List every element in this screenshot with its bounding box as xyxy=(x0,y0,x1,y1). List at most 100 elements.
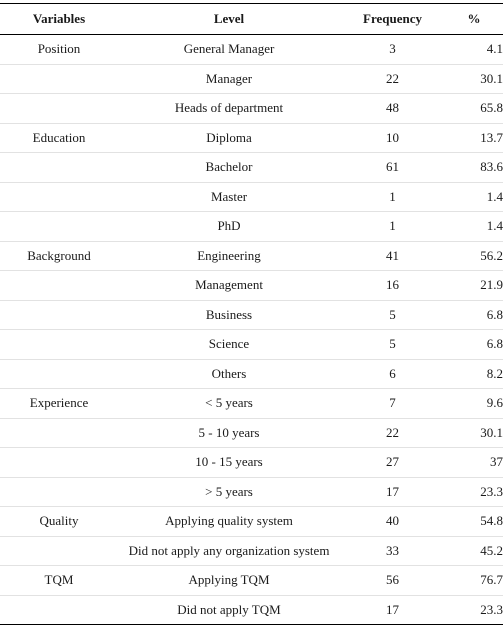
level-cell: Manager xyxy=(118,64,340,94)
level-cell: Others xyxy=(118,359,340,389)
level-cell: Business xyxy=(118,300,340,330)
table-row: Manager 22 30.1 xyxy=(0,64,503,94)
table-row: Heads of department 48 65.8 xyxy=(0,93,503,124)
table-row: Business 5 6.8 xyxy=(0,300,503,330)
variable-cell xyxy=(0,418,118,448)
percent-cell: 21.9 xyxy=(445,270,503,301)
percent-cell: 4.1 xyxy=(445,34,503,65)
percent-cell: 65.8 xyxy=(445,93,503,124)
variable-cell xyxy=(0,477,118,507)
variable-cell xyxy=(0,595,118,625)
table-row: Management 16 21.9 xyxy=(0,270,503,301)
variable-cell xyxy=(0,211,118,242)
variable-cell xyxy=(0,447,118,478)
table-row: Position General Manager 3 4.1 xyxy=(0,34,503,65)
header-percent: % xyxy=(445,3,503,35)
level-cell: 10 - 15 years xyxy=(118,447,340,478)
percent-cell: 83.6 xyxy=(445,152,503,183)
level-cell: Applying quality system xyxy=(118,506,340,537)
table-row: Others 6 8.2 xyxy=(0,359,503,389)
percent-cell: 1.4 xyxy=(445,182,503,212)
header-level: Level xyxy=(118,3,340,35)
frequency-cell: 5 xyxy=(340,329,445,360)
variable-cell xyxy=(0,359,118,389)
percent-cell: 23.3 xyxy=(445,595,503,625)
frequency-cell: 1 xyxy=(340,182,445,212)
percent-cell: 6.8 xyxy=(445,300,503,330)
table-row: > 5 years 17 23.3 xyxy=(0,477,503,507)
frequency-cell: 6 xyxy=(340,359,445,389)
frequency-cell: 17 xyxy=(340,477,445,507)
percent-cell: 13.7 xyxy=(445,123,503,153)
percent-cell: 1.4 xyxy=(445,211,503,242)
table-row: Education Diploma 10 13.7 xyxy=(0,123,503,153)
percent-cell: 30.1 xyxy=(445,64,503,94)
variable-cell xyxy=(0,182,118,212)
frequency-table: Variables Level Frequency % Position Gene… xyxy=(0,3,503,625)
percent-cell: 6.8 xyxy=(445,329,503,360)
variable-cell xyxy=(0,536,118,566)
frequency-cell: 3 xyxy=(340,34,445,65)
header-frequency: Frequency xyxy=(340,3,445,35)
percent-cell: 45.2 xyxy=(445,536,503,566)
percent-cell: 30.1 xyxy=(445,418,503,448)
header-row: Variables Level Frequency % xyxy=(0,3,503,35)
variable-cell: Background xyxy=(0,241,118,271)
level-cell: Engineering xyxy=(118,241,340,271)
table-body: Position General Manager 3 4.1 Manager 22 30.1… xyxy=(0,34,503,625)
table-row: Did not apply TQM 17 23.3 xyxy=(0,595,503,625)
frequency-cell: 56 xyxy=(340,565,445,596)
frequency-cell: 16 xyxy=(340,270,445,301)
table-row: Background Engineering 41 56.2 xyxy=(0,241,503,271)
variable-cell xyxy=(0,64,118,94)
level-cell: 5 - 10 years xyxy=(118,418,340,448)
table-row: 5 - 10 years 22 30.1 xyxy=(0,418,503,448)
table-row: PhD 1 1.4 xyxy=(0,211,503,242)
variable-cell: Quality xyxy=(0,506,118,537)
level-cell: < 5 years xyxy=(118,388,340,419)
variable-cell xyxy=(0,152,118,183)
percent-cell: 23.3 xyxy=(445,477,503,507)
percent-cell: 76.7 xyxy=(445,565,503,596)
table-row: Master 1 1.4 xyxy=(0,182,503,212)
frequency-cell: 7 xyxy=(340,388,445,419)
variable-cell: Education xyxy=(0,123,118,153)
level-cell: General Manager xyxy=(118,34,340,65)
table-row: Bachelor 61 83.6 xyxy=(0,152,503,183)
header-variables: Variables xyxy=(0,3,118,35)
table-row: Experience < 5 years 7 9.6 xyxy=(0,388,503,419)
percent-cell: 37 xyxy=(445,447,503,478)
frequency-cell: 48 xyxy=(340,93,445,124)
level-cell: Diploma xyxy=(118,123,340,153)
frequency-cell: 33 xyxy=(340,536,445,566)
table-row: Did not apply any organization system 33 4… xyxy=(0,536,503,566)
variable-cell xyxy=(0,329,118,360)
frequency-cell: 40 xyxy=(340,506,445,537)
frequency-cell: 17 xyxy=(340,595,445,625)
table-row: Science 5 6.8 xyxy=(0,329,503,360)
level-cell: Did not apply TQM xyxy=(118,595,340,625)
variable-cell: Position xyxy=(0,34,118,65)
frequency-cell: 41 xyxy=(340,241,445,271)
level-cell: Master xyxy=(118,182,340,212)
variable-cell xyxy=(0,270,118,301)
table-row: Quality Applying quality system 40 54.8 xyxy=(0,506,503,537)
table-header: Variables Level Frequency % xyxy=(0,3,503,35)
percent-cell: 56.2 xyxy=(445,241,503,271)
level-cell: > 5 years xyxy=(118,477,340,507)
level-cell: Science xyxy=(118,329,340,360)
frequency-cell: 27 xyxy=(340,447,445,478)
level-cell: Applying TQM xyxy=(118,565,340,596)
variable-cell xyxy=(0,300,118,330)
percent-cell: 8.2 xyxy=(445,359,503,389)
frequency-cell: 22 xyxy=(340,64,445,94)
percent-cell: 9.6 xyxy=(445,388,503,419)
table-row: TQM Applying TQM 56 76.7 xyxy=(0,565,503,596)
frequency-cell: 10 xyxy=(340,123,445,153)
level-cell: Bachelor xyxy=(118,152,340,183)
frequency-cell: 61 xyxy=(340,152,445,183)
frequency-cell: 5 xyxy=(340,300,445,330)
level-cell: Heads of department xyxy=(118,93,340,124)
table-row: 10 - 15 years 27 37 xyxy=(0,447,503,478)
frequency-cell: 1 xyxy=(340,211,445,242)
